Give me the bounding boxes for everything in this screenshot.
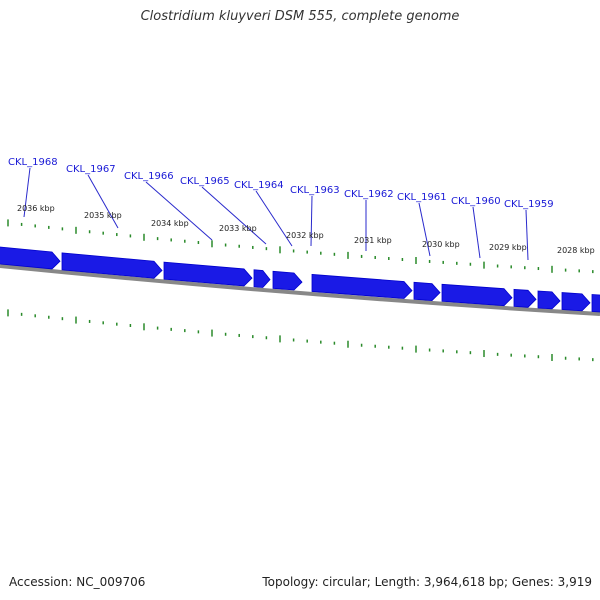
kbp-label: 2028 kbp — [557, 246, 595, 255]
gene-label[interactable]: CKL_1960 — [451, 196, 501, 207]
kbp-label: 2036 kbp — [17, 204, 55, 213]
gene-callout-line — [418, 202, 431, 257]
gene-callout-line — [201, 186, 267, 245]
gene-arrow[interactable] — [163, 261, 253, 287]
kbp-label: 2030 kbp — [422, 240, 460, 249]
gene-callout-line — [145, 181, 213, 241]
gene-arrow[interactable] — [591, 294, 600, 313]
gene-arrow[interactable] — [61, 252, 163, 279]
gene-arrow[interactable] — [441, 283, 513, 307]
kbp-label: 2034 kbp — [151, 219, 189, 228]
gene-label[interactable]: CKL_1966 — [124, 171, 174, 182]
gene-label[interactable]: CKL_1959 — [504, 199, 554, 210]
gene-arrow[interactable] — [413, 281, 441, 301]
gene-arrow[interactable] — [537, 290, 561, 310]
kbp-label: 2032 kbp — [286, 231, 324, 240]
gene-arrow[interactable] — [513, 288, 537, 308]
gene-arrow[interactable] — [272, 270, 303, 291]
gene-label[interactable]: CKL_1968 — [8, 157, 58, 168]
kbp-label: 2029 kbp — [489, 243, 527, 252]
gene-track — [0, 246, 600, 313]
gene-callout-line — [525, 209, 529, 261]
gene-callout-line — [310, 195, 313, 247]
genome-summary-text: Topology: circular; Length: 3,964,618 bp… — [262, 575, 592, 589]
kbp-labels: 2036 kbp 2035 kbp 2034 kbp 2033 kbp 2032 kbp… — [17, 204, 595, 255]
kbp-label: 2035 kbp — [84, 211, 122, 220]
kbp-label: 2033 kbp — [219, 224, 257, 233]
gene-arrow[interactable] — [253, 269, 271, 288]
inner-tick-track — [7, 309, 594, 362]
gene-label[interactable]: CKL_1967 — [66, 164, 116, 175]
gene-arrow[interactable] — [0, 246, 61, 270]
gene-callouts: CKL_1968 CKL_1967 CKL_1966 CKL_1965 CKL_1964… — [8, 157, 554, 261]
gene-label[interactable]: CKL_1961 — [397, 192, 447, 203]
gene-arrow[interactable] — [561, 292, 591, 312]
gene-arrow[interactable] — [311, 274, 413, 299]
gene-callout-line — [255, 190, 293, 247]
outer-tick-track — [7, 219, 594, 274]
gene-callout-line — [472, 206, 481, 259]
genome-title: Clostridium kluyveri DSM 555, complete g… — [140, 9, 460, 24]
gene-label[interactable]: CKL_1964 — [234, 180, 284, 191]
gene-callout-line — [87, 174, 119, 229]
genome-backbone — [0, 264, 600, 316]
kbp-label: 2031 kbp — [354, 236, 392, 245]
accession-text: Accession: NC_009706 — [9, 575, 146, 589]
gene-label[interactable]: CKL_1965 — [180, 176, 230, 187]
gene-label[interactable]: CKL_1962 — [344, 189, 394, 200]
gene-callout-line — [23, 167, 31, 218]
gene-label[interactable]: CKL_1963 — [290, 185, 340, 196]
